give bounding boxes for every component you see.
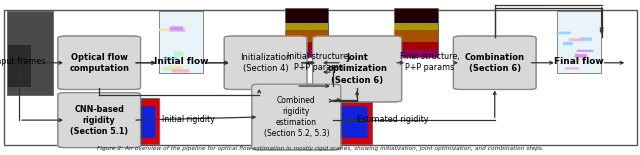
FancyBboxPatch shape [170, 28, 186, 32]
Text: Initialization
(Section 4): Initialization (Section 4) [240, 53, 291, 73]
FancyBboxPatch shape [394, 23, 438, 30]
FancyBboxPatch shape [163, 67, 180, 71]
FancyBboxPatch shape [174, 51, 184, 56]
Text: Estimated rigidity: Estimated rigidity [357, 115, 429, 124]
FancyBboxPatch shape [127, 106, 155, 138]
Text: Combined
rigidity
estimation
(Section 5.2, 5.3): Combined rigidity estimation (Section 5.… [264, 96, 329, 138]
FancyBboxPatch shape [285, 8, 328, 57]
Text: Input frames: Input frames [0, 58, 45, 66]
FancyBboxPatch shape [394, 30, 438, 42]
FancyBboxPatch shape [332, 73, 367, 82]
Text: Final structure,
P+P params: Final structure, P+P params [400, 52, 460, 72]
FancyBboxPatch shape [332, 64, 367, 73]
Text: Combination
(Section 6): Combination (Section 6) [465, 53, 525, 73]
Text: Optical flow
computation: Optical flow computation [69, 53, 129, 73]
FancyBboxPatch shape [167, 66, 183, 69]
FancyBboxPatch shape [285, 30, 328, 42]
Text: Initialization
(Section 4): Initialization (Section 4) [240, 53, 291, 73]
Text: Combined
rigidity
estimation
(Section 5.2, 5.3): Combined rigidity estimation (Section 5.… [264, 96, 329, 138]
Text: CNN-based
rigidity
(Section 5.1): CNN-based rigidity (Section 5.1) [70, 104, 128, 136]
FancyBboxPatch shape [285, 42, 328, 57]
FancyBboxPatch shape [159, 11, 203, 73]
Text: Initial flow: Initial flow [154, 58, 209, 66]
Text: Joint
optimization
(Section 6): Joint optimization (Section 6) [327, 53, 387, 85]
FancyBboxPatch shape [556, 32, 571, 34]
FancyBboxPatch shape [557, 11, 601, 73]
FancyBboxPatch shape [313, 36, 402, 102]
FancyBboxPatch shape [172, 69, 190, 73]
FancyBboxPatch shape [573, 56, 583, 60]
Text: Figure 2: An overview of the pipeline for optical flow estimation in mostly rigi: Figure 2: An overview of the pipeline fo… [97, 146, 543, 151]
FancyBboxPatch shape [313, 36, 402, 102]
FancyBboxPatch shape [8, 45, 31, 87]
FancyBboxPatch shape [568, 38, 584, 41]
Text: Optical flow
computation: Optical flow computation [69, 53, 129, 73]
FancyBboxPatch shape [58, 36, 141, 89]
Text: Joint
optimization
(Section 6): Joint optimization (Section 6) [327, 53, 387, 85]
FancyBboxPatch shape [394, 50, 438, 57]
FancyBboxPatch shape [285, 50, 328, 57]
FancyBboxPatch shape [252, 84, 340, 150]
FancyBboxPatch shape [453, 36, 536, 89]
FancyBboxPatch shape [394, 42, 438, 57]
FancyBboxPatch shape [58, 93, 141, 148]
FancyBboxPatch shape [394, 8, 438, 57]
FancyBboxPatch shape [577, 50, 593, 52]
Text: Initial structure,
P+P params: Initial structure, P+P params [287, 52, 351, 72]
FancyBboxPatch shape [225, 36, 307, 89]
FancyBboxPatch shape [575, 54, 587, 58]
FancyBboxPatch shape [332, 64, 367, 95]
FancyBboxPatch shape [565, 67, 579, 70]
Text: CNN-based
rigidity
(Section 5.1): CNN-based rigidity (Section 5.1) [70, 104, 128, 136]
FancyBboxPatch shape [58, 36, 141, 89]
FancyBboxPatch shape [285, 23, 328, 30]
FancyBboxPatch shape [333, 98, 372, 144]
FancyBboxPatch shape [225, 36, 307, 89]
FancyBboxPatch shape [340, 106, 367, 138]
Text: Initial rigidity: Initial rigidity [163, 115, 215, 124]
FancyBboxPatch shape [563, 42, 573, 45]
Text: Combination
(Section 6): Combination (Section 6) [465, 53, 525, 73]
Text: Final flow: Final flow [554, 58, 604, 66]
FancyBboxPatch shape [580, 37, 592, 41]
FancyBboxPatch shape [164, 57, 178, 60]
FancyBboxPatch shape [121, 98, 159, 144]
FancyBboxPatch shape [159, 28, 175, 31]
FancyBboxPatch shape [58, 93, 141, 148]
FancyBboxPatch shape [170, 26, 183, 31]
FancyBboxPatch shape [7, 11, 53, 95]
FancyBboxPatch shape [332, 82, 367, 95]
FancyBboxPatch shape [252, 84, 340, 150]
FancyBboxPatch shape [453, 36, 536, 89]
